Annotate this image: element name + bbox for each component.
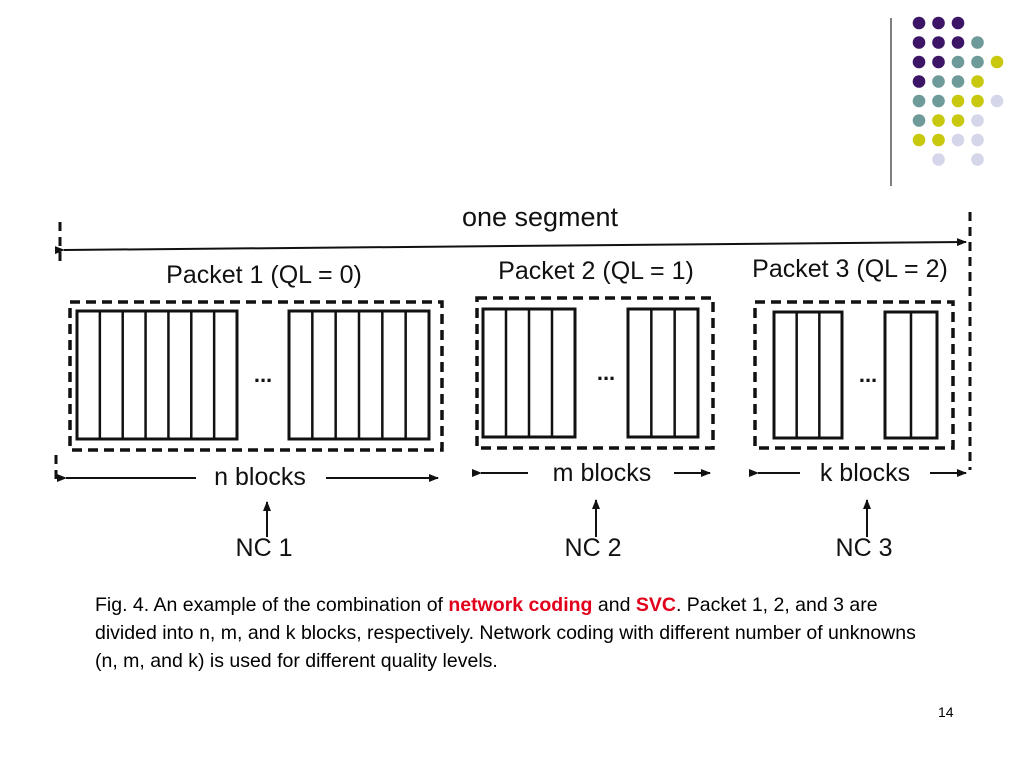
packet-1-boundary: [68, 300, 444, 452]
segment-span: one segment: [54, 202, 972, 470]
packet-2-block-group-start: [481, 307, 577, 439]
decorative-dot: [932, 94, 945, 108]
page-number: 14: [938, 704, 954, 720]
packet-1-label: Packet 1 (QL = 0): [166, 261, 362, 289]
decorative-dot: [971, 153, 984, 166]
decorative-dot: [951, 94, 965, 108]
packet-3-block-group-end: [883, 310, 939, 440]
packet-2-ellipsis: ...: [597, 360, 615, 385]
decorative-dot: [912, 133, 926, 147]
segment-label: one segment: [462, 202, 619, 232]
decorative-dot: [990, 94, 1004, 108]
packet-2: Packet 2 (QL = 1) ... m blocks NC 2: [472, 257, 715, 562]
decorative-dot: [951, 133, 965, 147]
decorative-dot: [912, 94, 926, 108]
caption-highlight-network-coding: network coding: [448, 594, 593, 616]
figure-caption: Fig. 4. An example of the combination of…: [95, 591, 925, 675]
decorative-dot: [971, 94, 984, 108]
nc-1-label: NC 1: [236, 534, 293, 562]
caption-text-2: and: [592, 594, 636, 616]
packet-1-block-group-end: [287, 309, 431, 441]
caption-text-1: Fig. 4. An example of the combination of: [95, 594, 449, 616]
decorative-dot: [932, 55, 945, 69]
nc-2-label: NC 2: [565, 534, 622, 562]
packet-1-ellipsis: ...: [254, 362, 272, 387]
packet-3-block-group-start: [772, 310, 844, 440]
packet-3-blocks-label: k blocks: [820, 459, 910, 487]
packet-3-ellipsis: ...: [859, 362, 877, 387]
packet-1-block-group-start: [75, 309, 239, 441]
decorative-dot: [971, 133, 984, 147]
decorative-dot: [951, 36, 965, 49]
decorative-dot: [912, 114, 926, 127]
decorative-dot: [971, 75, 984, 88]
decorative-dot: [971, 55, 984, 69]
packet-2-blocks-end-outline: [626, 307, 700, 439]
caption-highlight-svc: SVC: [635, 594, 676, 616]
packet-1: Packet 1 (QL = 0) ... n blocks NC 1: [57, 261, 444, 562]
nc-3-label: NC 3: [836, 534, 893, 562]
decorative-dot: [912, 55, 926, 69]
decorative-dot: [951, 16, 965, 30]
decorative-dot: [932, 153, 945, 166]
decorative-dot: [971, 36, 984, 49]
decorative-dot: [912, 75, 926, 88]
segment-arrow: [54, 238, 967, 255]
decorative-dot: [912, 16, 926, 30]
decorative-dot: [951, 75, 965, 88]
decorative-dot: [932, 75, 945, 88]
caption-text-3: . Packet 1, 2, and 3 are divided into n,…: [95, 594, 916, 672]
decorative-dot: [932, 114, 945, 127]
decorative-dot: [990, 55, 1004, 69]
packet-3-boundary: [753, 300, 955, 450]
packet-2-boundary: [475, 296, 715, 450]
packet-3: Packet 3 (QL = 2) ... k blocks NC 3: [749, 255, 967, 562]
packet-3-blocks-start-outline: [772, 310, 844, 440]
packet-2-label: Packet 2 (QL = 1): [498, 257, 694, 285]
decorative-dot: [912, 36, 926, 49]
decorative-dot: [951, 55, 965, 69]
packet-1-blocks-start-outline: [75, 309, 239, 441]
decorative-dot: [932, 36, 945, 49]
packet-2-block-group-end: [626, 307, 700, 439]
decorative-dot: [951, 114, 965, 127]
decorative-dot: [932, 16, 945, 30]
decorative-dot: [971, 114, 984, 127]
decorative-dot: [932, 133, 945, 147]
packet-3-label: Packet 3 (QL = 2): [752, 255, 948, 283]
packet-2-blocks-label: m blocks: [553, 459, 652, 487]
packet-1-blocks-label: n blocks: [214, 463, 306, 491]
